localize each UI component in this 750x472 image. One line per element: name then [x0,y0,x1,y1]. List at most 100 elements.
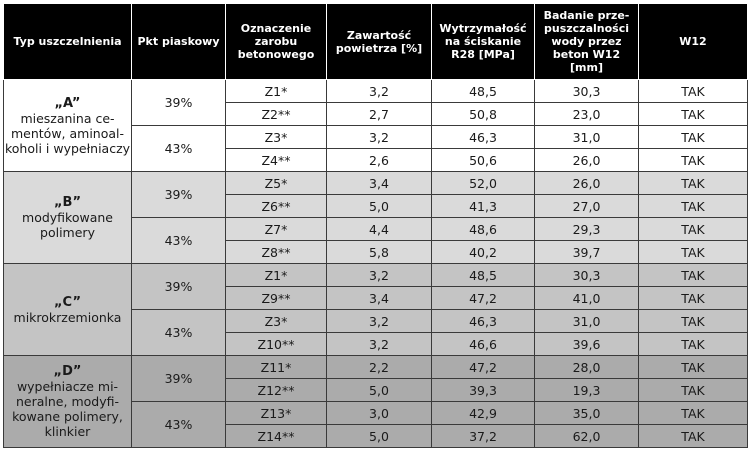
air-content-cell: 3,4 [326,286,432,310]
header-mix: Oznaczenie zarobu betonowego [225,3,327,80]
w12-result-cell: TAK [638,309,748,333]
mix-designation-cell: Z9** [225,286,327,310]
mix-designation-cell: Z4** [225,148,327,172]
air-content-cell: 2,6 [326,148,432,172]
permeability-cell: 30,3 [534,263,639,287]
mix-designation-cell: Z3* [225,309,327,333]
w12-result-cell: TAK [638,355,748,379]
w12-result-cell: TAK [638,148,748,172]
w12-result-cell: TAK [638,263,748,287]
w12-result-cell: TAK [638,194,748,218]
compressive-strength-cell: 46,3 [431,125,535,149]
header-sand: Pkt piaskowy [131,3,226,80]
table-row: „D” wypełniacze mi-neralne, modyfi-kowane… [3,355,748,448]
permeability-cell: 31,0 [534,125,639,149]
mix-designation-cell: Z13* [225,401,327,425]
permeability-cell: 39,7 [534,240,639,264]
table-row: Z4** 2,6 50,6 26,0 TAK [4,148,748,172]
sand-point-cell: 39% [131,355,226,402]
seal-type-cell: „C” mikrokrzemionka [3,263,132,356]
permeability-cell: 62,0 [534,424,639,448]
table-row: Z9** 3,4 47,2 41,0 TAK [4,286,748,310]
seal-type-description: modyfikowane polimery [22,210,113,240]
table-row: „B” modyfikowane polimery 39% Z5* 3,4 52,0 26,… [3,171,748,264]
w12-result-cell: TAK [638,240,748,264]
seal-type-cell: „D” wypełniacze mi-neralne, modyfi-kowane… [3,355,132,448]
permeability-cell: 28,0 [534,355,639,379]
table-body: „A” mieszanina ce-mentów, aminoal-koholi … [3,79,748,448]
sand-point-cell: 43% [131,309,226,356]
air-content-cell: 3,4 [326,171,432,195]
seal-type-letter: „C” [53,294,82,310]
w12-result-cell: TAK [638,378,748,402]
w12-result-cell: TAK [638,217,748,241]
mix-designation-cell: Z14** [225,424,327,448]
permeability-cell: 27,0 [534,194,639,218]
table-row: 43% Z3* 3,2 46,3 31,0 TAK [4,309,748,356]
permeability-cell: 39,6 [534,332,639,356]
air-content-cell: 3,0 [326,401,432,425]
mix-designation-cell: Z3* [225,125,327,149]
sand-point-cell: 43% [131,217,226,264]
compressive-strength-cell: 47,2 [431,286,535,310]
header-permeability: Badanie prze-puszczalności wody przez be… [534,3,639,80]
permeability-cell: 31,0 [534,309,639,333]
mix-designation-cell: Z10** [225,332,327,356]
seal-type-description: mikrokrzemionka [13,309,122,325]
sand-point-cell: 39% [131,263,226,310]
table-row: „A” mieszanina ce-mentów, aminoal-koholi … [3,79,748,172]
seal-type-letter: „B” [54,195,81,210]
seal-type-cell: „B” modyfikowane polimery [3,171,132,264]
w12-result-cell: TAK [638,171,748,195]
compressive-strength-cell: 48,5 [431,79,535,103]
w12-result-cell: TAK [638,125,748,149]
seal-type-cell: „A” mieszanina ce-mentów, aminoal-koholi … [3,79,132,172]
compressive-strength-cell: 40,2 [431,240,535,264]
mix-designation-cell: Z2** [225,102,327,126]
air-content-cell: 5,0 [326,424,432,448]
table-row: Z14** 5,0 37,2 62,0 TAK [4,424,748,448]
compressive-strength-cell: 39,3 [431,378,535,402]
air-content-cell: 3,2 [326,332,432,356]
compressive-strength-cell: 50,8 [431,102,535,126]
compressive-strength-cell: 37,2 [431,424,535,448]
air-content-cell: 5,8 [326,240,432,264]
w12-result-cell: TAK [638,424,748,448]
permeability-cell: 30,3 [534,79,639,103]
table-row: Z6** 5,0 41,3 27,0 TAK [4,194,748,218]
w12-result-cell: TAK [638,286,748,310]
mix-designation-cell: Z6** [225,194,327,218]
compressive-strength-cell: 41,3 [431,194,535,218]
table-row: Z2** 2,7 50,8 23,0 TAK [4,102,748,126]
air-content-cell: 3,2 [326,309,432,333]
sand-point-cell: 39% [131,171,226,218]
table-row: „C” mikrokrzemionka 39% Z1* 3,2 48,5 30,3 TAK [3,263,748,356]
air-content-cell: 3,2 [326,79,432,103]
compressive-strength-cell: 50,6 [431,148,535,172]
permeability-cell: 26,0 [534,148,639,172]
header-row: Typ uszczelnienia Pkt piaskowy Oznaczeni… [3,3,748,80]
air-content-cell: 3,2 [326,263,432,287]
air-content-cell: 2,2 [326,355,432,379]
compressive-strength-cell: 48,5 [431,263,535,287]
compressive-strength-cell: 48,6 [431,217,535,241]
mix-designation-cell: Z1* [225,263,327,287]
permeability-cell: 41,0 [534,286,639,310]
permeability-cell: 19,3 [534,378,639,402]
w12-result-cell: TAK [638,79,748,103]
sand-point-cell: 43% [131,125,226,172]
seal-type-letter: „D” [53,364,82,379]
air-content-cell: 2,7 [326,102,432,126]
header-type: Typ uszczelnienia [3,3,132,80]
air-content-cell: 5,0 [326,194,432,218]
mix-designation-cell: Z5* [225,171,327,195]
seal-type-description: wypełniacze mi-neralne, modyfi-kowane po… [12,379,123,439]
mix-designation-cell: Z8** [225,240,327,264]
air-content-cell: 3,2 [326,125,432,149]
compressive-strength-cell: 46,6 [431,332,535,356]
seal-type-description: mieszanina ce-mentów, aminoal-koholi i w… [4,110,131,156]
w12-result-cell: TAK [638,401,748,425]
table-row: Z12** 5,0 39,3 19,3 TAK [4,378,748,402]
permeability-cell: 23,0 [534,102,639,126]
air-content-cell: 4,4 [326,217,432,241]
